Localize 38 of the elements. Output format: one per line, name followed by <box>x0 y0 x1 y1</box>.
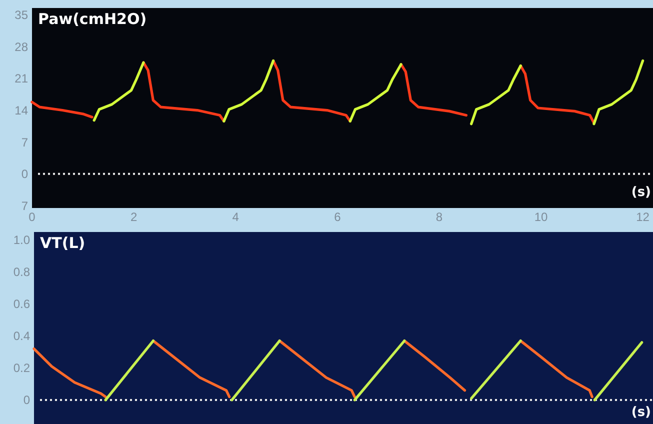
line-series <box>519 64 596 124</box>
y-tick-label: 7 <box>21 198 28 213</box>
line-series <box>400 63 468 117</box>
line-series <box>222 59 275 122</box>
y-tick-label: 7 <box>21 135 28 150</box>
y-tick-label: 21 <box>14 72 28 86</box>
y-tick-label: 0.2 <box>13 361 30 376</box>
line-series <box>272 59 352 122</box>
chart-title: VT(L) <box>40 234 86 252</box>
x-tick-label: 10 <box>534 210 548 224</box>
chart-title: Paw(cmH2O) <box>38 10 147 28</box>
y-tick-label: 0.6 <box>13 297 30 312</box>
line-series <box>519 340 594 398</box>
x-axis-title: (s) <box>631 405 651 420</box>
line-series <box>348 63 402 122</box>
y-tick-label: 0.4 <box>13 329 30 344</box>
x-tick-label: 8 <box>436 210 443 224</box>
y-tick-label: 35 <box>14 8 28 22</box>
y-tick-label: 14 <box>14 103 28 118</box>
line-series <box>92 61 145 122</box>
x-axis-title: (s) <box>631 185 651 200</box>
line-series <box>592 59 644 126</box>
y-tick-label: 0.8 <box>13 265 30 280</box>
line-series <box>470 64 522 126</box>
y-tick-label: 0 <box>21 167 28 182</box>
y-tick-label: 28 <box>14 40 28 54</box>
x-tick-label: 4 <box>232 210 240 224</box>
line-series <box>403 340 466 392</box>
y-tick-label: 1.0 <box>13 233 30 248</box>
line-series <box>278 340 356 398</box>
line-series <box>30 100 94 118</box>
x-tick-label: 6 <box>334 210 342 224</box>
y-tick-label: 0 <box>23 393 30 408</box>
x-tick-label: 2 <box>130 210 138 224</box>
line-series <box>32 348 107 398</box>
x-tick-label: 12 <box>636 210 650 224</box>
line-series <box>152 340 231 398</box>
line-series <box>142 61 226 122</box>
